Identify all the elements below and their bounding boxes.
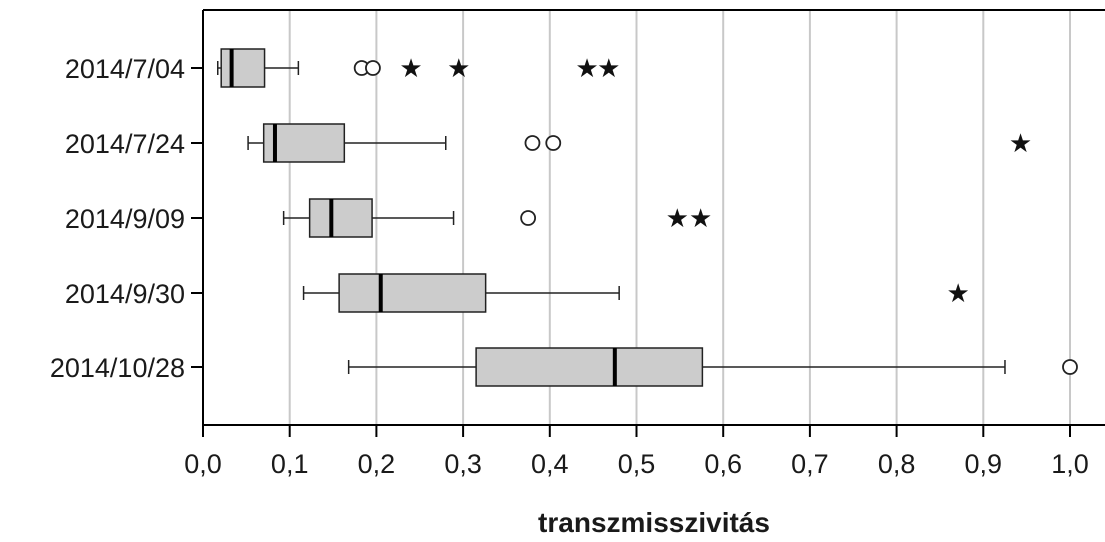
x-tick-label: 0,1 <box>271 449 309 479</box>
outlier-point <box>1062 359 1078 375</box>
y-tick-label: 2014/9/09 <box>65 204 185 234</box>
x-tick-label: 0,2 <box>358 449 396 479</box>
extreme-point: ★ <box>1009 129 1032 159</box>
extreme-point: ★ <box>575 54 598 84</box>
gridlines <box>288 10 1071 425</box>
extreme-point: ★ <box>399 54 422 84</box>
x-tick-label: 1,0 <box>1051 449 1089 479</box>
x-tick-label: 0,8 <box>878 449 916 479</box>
extreme-point: ★ <box>666 204 689 234</box>
x-tick-label: 0,3 <box>444 449 482 479</box>
box-2014-9-09 <box>282 198 455 238</box>
outlier-point <box>524 135 541 151</box>
box-2014-9-30 <box>302 273 620 313</box>
extreme-point: ★ <box>447 54 470 84</box>
iqr-box <box>262 123 346 163</box>
x-axis-title: transzmisszivitás <box>538 507 770 538</box>
extreme-point: ★ <box>597 54 620 84</box>
box-2014-10-28 <box>347 347 1006 387</box>
iqr-box <box>475 347 704 387</box>
x-tick-label: 0,0 <box>184 449 222 479</box>
x-tick-label: 0,5 <box>618 449 656 479</box>
y-tick-label: 2014/7/04 <box>65 54 185 84</box>
x-tick-label: 0,9 <box>965 449 1003 479</box>
outlier-point <box>520 210 537 226</box>
y-tick-label: 2014/7/24 <box>65 129 185 159</box>
x-tick-label: 0,6 <box>704 449 742 479</box>
axes: 2014/7/04 2014/7/24 2014/9/09 2014/9/30 2014… <box>50 9 1105 479</box>
box-2014-7-04 <box>216 48 300 88</box>
iqr-box <box>338 273 487 313</box>
x-tick-label: 0,4 <box>531 449 569 479</box>
outlier-point <box>365 60 381 76</box>
extreme-point: ★ <box>689 204 712 234</box>
boxes <box>216 48 1006 387</box>
outliers: ★ ★ ★★★★ ★★ <box>353 54 1078 375</box>
y-tick-label: 2014/10/28 <box>50 353 185 383</box>
box-2014-7-24 <box>247 123 447 163</box>
iqr-box <box>308 198 373 238</box>
x-tick-label: 0,7 <box>791 449 829 479</box>
outlier-point <box>545 135 562 151</box>
extreme-point: ★ <box>947 279 970 309</box>
iqr-box <box>220 48 266 88</box>
y-tick-label: 2014/9/30 <box>65 279 185 309</box>
